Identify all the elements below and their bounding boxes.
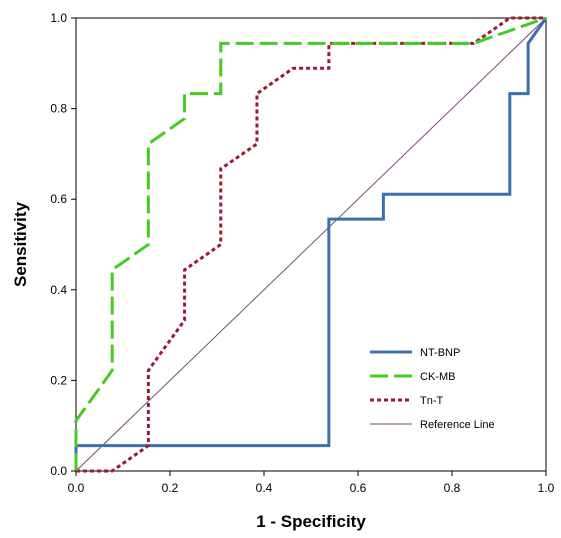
axis-layer: 0.0 0.2 0.4 0.6 0.8 1.0 0.0 0.2 0.4 0.6 0.8 1.0 [50, 11, 554, 495]
legend-label-reference-line: Reference Line [420, 419, 495, 431]
x-tick-label: 0.0 [68, 481, 85, 495]
y-tick-label: 0.4 [50, 283, 67, 297]
legend-label-tn-t: Tn-T [420, 395, 444, 407]
legend-label-nt-bnp: NT-BNP [420, 347, 460, 359]
y-tick-label: 0.8 [50, 102, 67, 116]
series-layer [74, 16, 548, 473]
reference-line-line [75, 17, 547, 472]
legend-label-ck-mb: CK-MB [420, 371, 455, 383]
x-tick-label: 0.6 [350, 481, 367, 495]
tn-t-line [76, 16, 546, 473]
y-tick-label: 0.2 [50, 373, 67, 387]
y-tick-label: 1.0 [50, 11, 67, 25]
legend: NT-BNP CK-MB Tn-T Reference Line [370, 347, 495, 431]
y-tick-label: 0.6 [50, 192, 67, 206]
x-tick-label: 0.4 [256, 481, 273, 495]
y-tick-label: 0.0 [50, 464, 67, 478]
x-tick-label: 0.2 [162, 481, 179, 495]
x-tick-label: 1.0 [538, 481, 555, 495]
y-axis-title: Sensitivity [11, 201, 30, 287]
x-axis-title: 1 - Specificity [256, 512, 366, 531]
ck-mb-line [74, 16, 547, 471]
plot-frame [75, 17, 547, 472]
x-tick-label: 0.8 [444, 481, 461, 495]
nt-bnp-line [74, 17, 548, 471]
